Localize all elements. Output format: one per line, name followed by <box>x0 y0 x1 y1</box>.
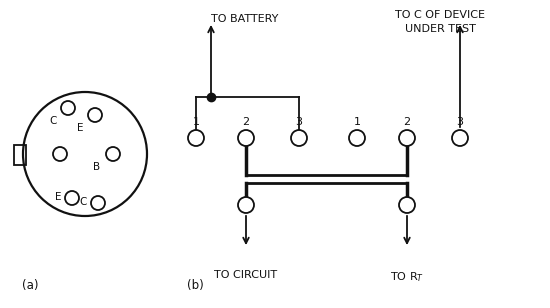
Circle shape <box>349 130 365 146</box>
Text: E: E <box>78 123 84 133</box>
Text: TO CIRCUIT: TO CIRCUIT <box>214 270 278 280</box>
Text: (a): (a) <box>22 279 38 293</box>
Circle shape <box>53 147 67 161</box>
Text: TO C OF DEVICE: TO C OF DEVICE <box>395 10 485 20</box>
Text: 1: 1 <box>354 117 360 127</box>
Circle shape <box>65 191 79 205</box>
Text: (b): (b) <box>186 279 204 293</box>
Text: B: B <box>93 162 100 172</box>
Circle shape <box>88 108 102 122</box>
Text: C: C <box>80 197 87 207</box>
Text: TO R$_T$: TO R$_T$ <box>390 270 424 284</box>
Text: E: E <box>54 192 61 202</box>
Text: 3: 3 <box>295 117 303 127</box>
Circle shape <box>399 130 415 146</box>
Circle shape <box>238 197 254 213</box>
Circle shape <box>188 130 204 146</box>
Circle shape <box>452 130 468 146</box>
Circle shape <box>61 101 75 115</box>
Text: 2: 2 <box>404 117 410 127</box>
Circle shape <box>291 130 307 146</box>
Text: 2: 2 <box>243 117 250 127</box>
Circle shape <box>399 197 415 213</box>
Text: UNDER TEST: UNDER TEST <box>405 24 475 34</box>
Bar <box>14 145 26 165</box>
Text: TO BATTERY: TO BATTERY <box>211 14 278 24</box>
Text: 3: 3 <box>456 117 464 127</box>
Circle shape <box>106 147 120 161</box>
Text: C: C <box>50 116 57 126</box>
Text: 1: 1 <box>192 117 200 127</box>
Circle shape <box>91 196 105 210</box>
Circle shape <box>238 130 254 146</box>
